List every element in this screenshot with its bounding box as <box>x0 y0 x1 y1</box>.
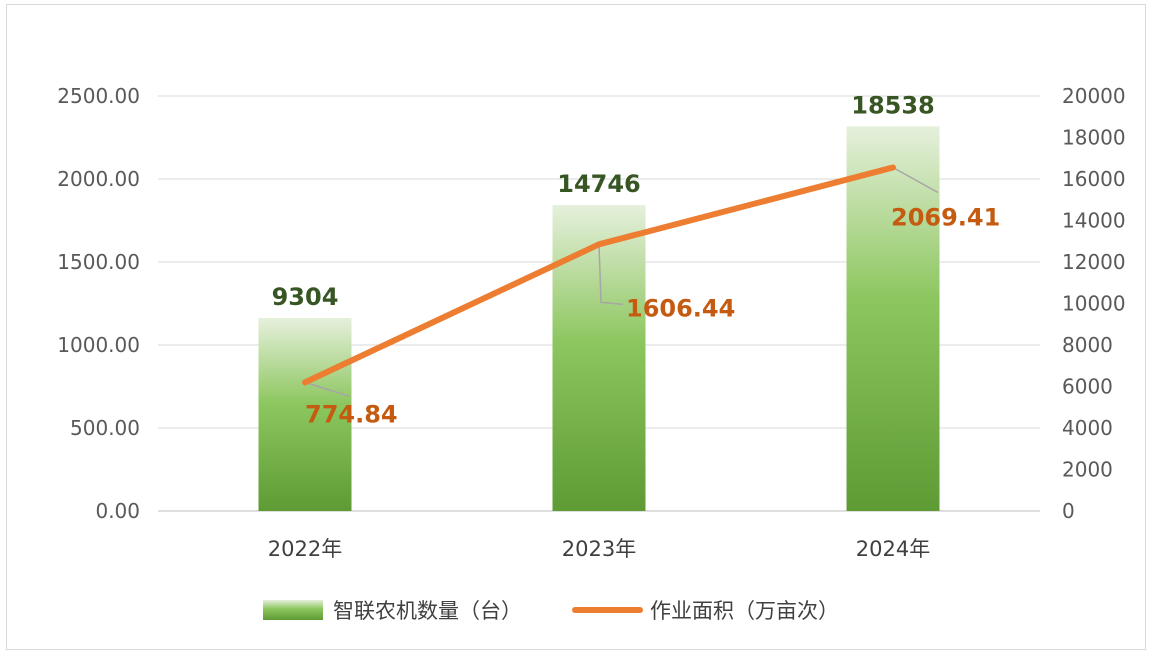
legend-swatch-bars <box>263 600 323 620</box>
left-tick-label: 1000.00 <box>57 333 140 357</box>
bar-data-labels: 9304 14746 18538 <box>272 91 935 311</box>
label-leader-lines <box>304 166 939 398</box>
left-tick-label: 500.00 <box>70 416 140 440</box>
legend: 智联农机数量（台） 作业面积（万亩次） <box>263 599 839 623</box>
right-tick-label: 12000 <box>1062 250 1126 274</box>
left-tick-label: 2500.00 <box>57 84 140 108</box>
line-data-labels: 774.84 1606.44 2069.41 <box>305 203 1000 428</box>
right-tick-label: 14000 <box>1062 209 1126 233</box>
leader-line <box>892 166 939 194</box>
right-tick-label: 10000 <box>1062 292 1126 316</box>
right-tick-label: 2000 <box>1062 458 1113 482</box>
right-axis-ticks: 0 2000 4000 6000 8000 10000 12000 14000 16000 180… <box>1062 84 1126 523</box>
line-data-label: 1606.44 <box>626 294 735 322</box>
category-label: 2024年 <box>856 537 930 561</box>
left-axis-ticks: 0.00 500.00 1000.00 1500.00 2000.00 2500.00 <box>57 84 140 523</box>
bar <box>258 317 352 511</box>
legend-label-bars: 智联农机数量（台） <box>333 599 522 623</box>
right-tick-label: 6000 <box>1062 375 1113 399</box>
right-tick-label: 4000 <box>1062 416 1113 440</box>
right-tick-label: 18000 <box>1062 126 1126 150</box>
line-series <box>302 164 896 386</box>
left-tick-label: 0.00 <box>95 499 140 523</box>
bar <box>846 126 940 512</box>
category-label: 2023年 <box>562 537 636 561</box>
bar-data-label: 18538 <box>851 91 935 119</box>
legend-label-line: 作业面积（万亩次） <box>650 599 839 623</box>
series-line <box>302 164 896 386</box>
bar-data-label: 9304 <box>272 283 339 311</box>
right-tick-label: 16000 <box>1062 167 1126 191</box>
left-tick-label: 2000.00 <box>57 167 140 191</box>
line-data-label: 2069.41 <box>891 203 1000 231</box>
line-data-label: 774.84 <box>305 400 398 428</box>
right-tick-label: 0 <box>1062 499 1075 523</box>
leader-line <box>598 244 624 306</box>
category-label: 2022年 <box>268 537 342 561</box>
bar-data-label: 14746 <box>557 170 641 198</box>
category-labels: 2022年 2023年 2024年 <box>268 537 930 561</box>
right-tick-label: 20000 <box>1062 84 1126 108</box>
right-tick-label: 8000 <box>1062 333 1113 357</box>
leader-line <box>304 381 351 398</box>
left-tick-label: 1500.00 <box>57 250 140 274</box>
